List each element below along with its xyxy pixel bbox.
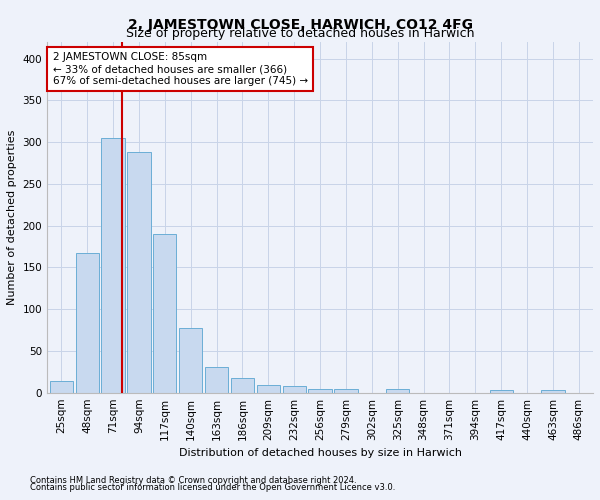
Text: 2, JAMESTOWN CLOSE, HARWICH, CO12 4FG: 2, JAMESTOWN CLOSE, HARWICH, CO12 4FG [128,18,473,32]
Bar [76,254,99,392]
Bar [179,328,202,392]
Text: Contains public sector information licensed under the Open Government Licence v3: Contains public sector information licen… [30,484,395,492]
Bar [308,388,332,392]
Bar [231,378,254,392]
Bar [490,390,513,392]
Bar [386,390,409,392]
Bar [205,367,228,392]
Bar [541,390,565,392]
Bar [334,388,358,392]
Bar [257,385,280,392]
Text: Contains HM Land Registry data © Crown copyright and database right 2024.: Contains HM Land Registry data © Crown c… [30,476,356,485]
Bar [153,234,176,392]
Text: 2 JAMESTOWN CLOSE: 85sqm
← 33% of detached houses are smaller (366)
67% of semi-: 2 JAMESTOWN CLOSE: 85sqm ← 33% of detach… [53,52,308,86]
Bar [101,138,125,392]
Y-axis label: Number of detached properties: Number of detached properties [7,130,17,305]
Bar [127,152,151,392]
X-axis label: Distribution of detached houses by size in Harwich: Distribution of detached houses by size … [179,448,461,458]
Bar [50,381,73,392]
Bar [283,386,306,392]
Text: Size of property relative to detached houses in Harwich: Size of property relative to detached ho… [126,28,474,40]
